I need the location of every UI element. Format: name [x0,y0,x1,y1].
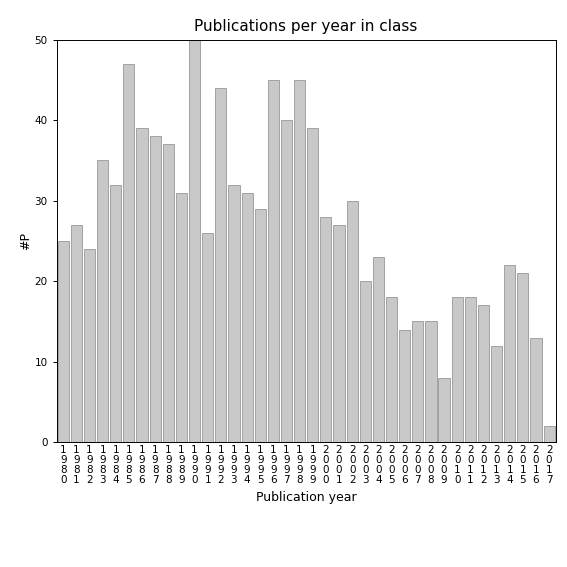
Bar [110,185,121,442]
Bar [386,297,397,442]
Bar [189,40,200,442]
Title: Publications per year in class: Publications per year in class [194,19,418,35]
Bar [346,201,358,442]
Bar [438,378,450,442]
Bar [307,128,318,442]
Bar [215,88,226,442]
Bar [58,241,69,442]
Bar [150,136,161,442]
Bar [124,64,134,442]
Bar [281,120,292,442]
Bar [359,281,371,442]
Bar [229,185,239,442]
Bar [399,329,411,442]
Bar [202,233,213,442]
Bar [544,426,555,442]
Bar [268,80,279,442]
Bar [504,265,515,442]
Bar [425,321,437,442]
Bar [491,346,502,442]
Bar [176,193,187,442]
Bar [255,209,266,442]
Bar [97,160,108,442]
Y-axis label: #P: #P [19,232,32,250]
X-axis label: Publication year: Publication year [256,490,357,503]
Bar [478,306,489,442]
Bar [333,225,345,442]
Bar [517,273,528,442]
Bar [71,225,82,442]
Bar [465,297,476,442]
Bar [242,193,253,442]
Bar [451,297,463,442]
Bar [294,80,305,442]
Bar [84,249,95,442]
Bar [373,257,384,442]
Bar [137,128,147,442]
Bar [412,321,424,442]
Bar [320,217,332,442]
Bar [530,337,541,442]
Bar [163,145,174,442]
